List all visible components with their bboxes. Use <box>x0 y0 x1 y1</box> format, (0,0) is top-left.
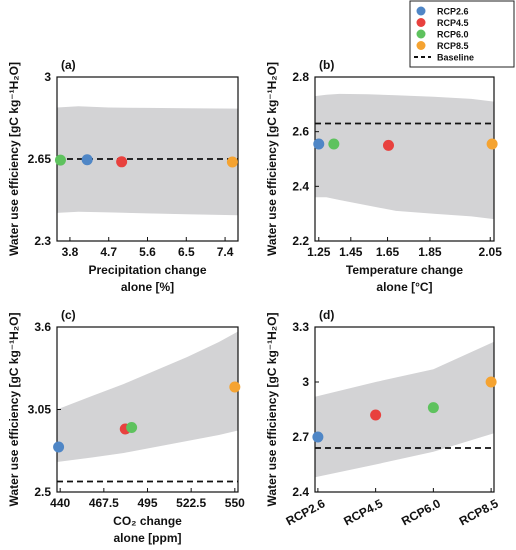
panel-label: (a) <box>61 58 76 72</box>
y-axis-label: Water use efficiency [gC kg⁻¹H₂O] <box>265 313 279 507</box>
legend-box <box>409 0 515 68</box>
y-tick-label: 3.3 <box>292 320 309 334</box>
x-tick-label: 5.6 <box>139 245 156 259</box>
x-tick-label: 495 <box>137 496 157 510</box>
x-tick-label: 3.8 <box>62 245 79 259</box>
x-axis-label: alone [°C] <box>376 280 432 294</box>
x-tick-label: 440 <box>50 496 70 510</box>
legend-label: Baseline <box>437 53 474 63</box>
x-axis-label: CO₂ change <box>113 514 182 528</box>
x-axis-label: alone [ppm] <box>114 531 182 545</box>
x-axis-label: Precipitation change <box>88 263 206 277</box>
x-tick-label: 1.45 <box>339 245 363 259</box>
data-point-rcp26 <box>312 431 324 443</box>
x-tick-label: 1.25 <box>307 245 331 259</box>
legend-marker-rcp85 <box>416 41 426 50</box>
y-tick-label: 3 <box>302 375 309 389</box>
y-tick-label: 2.7 <box>292 430 309 444</box>
legend-marker-rcp45 <box>416 18 426 27</box>
panel-c: (c) 2.5 3.05 3.6 Water use efficiency [gC kg… <box>7 308 245 545</box>
y-axis-label: Water use efficiency [gC kg⁻¹H₂O] <box>265 62 279 256</box>
uncertainty-band <box>57 331 238 462</box>
x-tick-label: RCP8.5 <box>457 496 501 528</box>
uncertainty-band <box>57 106 238 216</box>
data-point-rcp85 <box>226 156 238 168</box>
panel-a: (a) 2.3 2.65 3 Water use efficiency [gC kg⁻¹… <box>7 58 239 294</box>
y-tick-label: 2.8 <box>292 70 309 84</box>
uncertainty-band <box>315 341 494 478</box>
uncertainty-band <box>315 93 494 220</box>
x-tick-label: 2.05 <box>479 245 503 259</box>
plot-frame <box>314 326 495 493</box>
y-axis-label: Water use efficiency [gC kg⁻¹H₂O] <box>7 62 21 256</box>
x-tick-label: RCP6.0 <box>399 496 443 528</box>
y-tick-label: 3.6 <box>34 320 51 334</box>
x-tick-label: RCP4.5 <box>341 496 385 528</box>
plot-frame <box>314 76 495 242</box>
data-point-rcp85 <box>229 381 241 393</box>
x-tick-label: 7.4 <box>217 245 234 259</box>
legend-label: RCP4.5 <box>437 18 469 28</box>
x-tick-label: 4.7 <box>100 245 117 259</box>
y-tick-label: 2.6 <box>292 125 309 139</box>
x-axis-label: alone [%] <box>121 280 174 294</box>
legend-label: RCP8.5 <box>437 41 469 51</box>
data-point-rcp60 <box>328 138 340 150</box>
data-point-rcp26 <box>313 138 325 150</box>
panel-d: (d) 2.4 2.7 3 3.3 Water use efficiency [gC kg… <box>265 308 501 528</box>
data-point-rcp26 <box>81 154 93 166</box>
y-tick-label: 3 <box>44 70 51 84</box>
y-tick-label: 2.4 <box>292 179 309 193</box>
y-tick-label: 2.4 <box>292 485 309 499</box>
data-point-rcp45 <box>382 139 394 151</box>
x-tick-label: 522.5 <box>176 496 206 510</box>
data-point-rcp45 <box>370 409 382 421</box>
legend-label: RCP6.0 <box>437 30 469 40</box>
y-tick-label: 2.2 <box>292 234 309 248</box>
x-tick-label: 550 <box>225 496 245 510</box>
y-tick-label: 2.5 <box>34 485 51 499</box>
x-axis-label: Temperature change <box>346 263 463 277</box>
data-point-rcp85 <box>486 138 498 150</box>
panel-label: (d) <box>319 308 334 322</box>
x-tick-label: 1.85 <box>418 245 442 259</box>
x-tick-label: 467.5 <box>89 496 119 510</box>
data-point-rcp60 <box>54 154 66 166</box>
panel-label: (b) <box>319 58 334 72</box>
data-point-rcp26 <box>53 441 65 453</box>
y-tick-label: 3.05 <box>28 403 52 417</box>
y-tick-label: 2.3 <box>34 234 51 248</box>
x-tick-label: 6.5 <box>178 245 195 259</box>
legend-marker-rcp26 <box>416 6 426 16</box>
x-tick-label: RCP2.6 <box>284 496 328 528</box>
legend-marker-rcp60 <box>416 29 426 39</box>
panel-label: (c) <box>61 308 76 322</box>
y-tick-label: 2.65 <box>28 152 52 166</box>
legend-label: RCP2.6 <box>437 7 469 17</box>
panel-b: (b) 2.2 2.4 2.6 2.8 Water use efficiency [gC … <box>265 58 502 294</box>
data-point-rcp60 <box>126 422 138 433</box>
x-tick-label: 1.65 <box>376 245 400 259</box>
data-point-rcp85 <box>485 376 497 388</box>
data-point-rcp60 <box>427 402 439 414</box>
data-point-rcp45 <box>116 156 128 168</box>
y-axis-label: Water use efficiency [gC kg⁻¹H₂O] <box>7 313 21 507</box>
